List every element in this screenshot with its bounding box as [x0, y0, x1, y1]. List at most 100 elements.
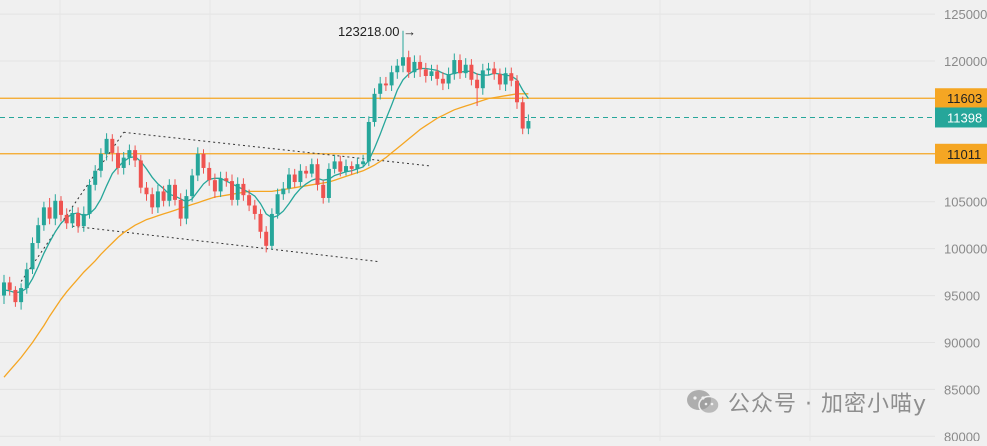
candle-body [178, 199, 183, 219]
price-tag-box [935, 107, 987, 128]
trendline-3 [72, 225, 381, 263]
candle-up [275, 188, 280, 219]
price-tick-label: 95000 [944, 289, 980, 304]
candle-down [469, 59, 474, 86]
candle-body [292, 174, 297, 183]
candle-down [76, 207, 81, 233]
candle-body [281, 188, 286, 195]
candle-body [401, 57, 405, 66]
candle-body [59, 200, 63, 215]
candle-body [298, 170, 303, 183]
candle-body [338, 161, 343, 172]
candle-body [161, 191, 166, 201]
candle-body [332, 161, 337, 169]
price-axis[interactable]: 125000 120000 105000 100000 95000 90000 85000 8… [935, 7, 987, 444]
candle-down [7, 276, 12, 296]
candle-body [440, 78, 445, 84]
candle-down [383, 76, 388, 92]
candle-body [258, 213, 263, 232]
candle-down [116, 146, 120, 175]
candle-body [463, 64, 468, 74]
price-tag-resistance: 11603 [935, 88, 987, 109]
candle-down [321, 180, 326, 204]
candle-up [372, 88, 377, 127]
candle-up [36, 217, 41, 249]
candle-up [269, 208, 274, 250]
candle-up [24, 262, 29, 294]
candle-body [497, 74, 502, 85]
candle-down [64, 208, 69, 229]
candle-up [429, 64, 434, 81]
candle-body [406, 57, 411, 73]
candle-body [19, 288, 24, 303]
candle-up [361, 154, 366, 168]
candle-down [338, 155, 343, 177]
candle-up [463, 58, 468, 78]
candle-down [509, 67, 514, 87]
candles [2, 30, 531, 310]
candle-up [87, 179, 92, 219]
candle-down [230, 174, 234, 206]
candle-up [355, 157, 360, 174]
candle-up [127, 144, 132, 166]
candle-body [235, 183, 240, 200]
candle-up [281, 182, 286, 200]
candle-up [480, 63, 485, 95]
candle-up [326, 163, 331, 203]
candle-body [304, 170, 309, 174]
candle-up [167, 179, 172, 207]
candle-up [395, 59, 400, 79]
candle-up [344, 159, 348, 176]
candle-body [412, 61, 417, 73]
price-tag-label: 11011 [947, 147, 981, 162]
candle-down [161, 185, 166, 207]
candle-body [36, 225, 41, 244]
horizontal-levels [0, 97, 935, 155]
candle-up [155, 184, 160, 213]
candle-down [207, 162, 212, 186]
candle-body [144, 187, 149, 195]
candle-down [144, 182, 149, 201]
candle-body [458, 60, 462, 74]
candle-body [269, 213, 274, 246]
candle-down [492, 61, 497, 80]
candle-body [435, 71, 440, 79]
watermark: 公众号 · 加密小喵y [686, 386, 927, 418]
candle-body [252, 205, 257, 214]
candle-body [321, 184, 326, 198]
candle-body [315, 164, 320, 185]
candle-body [76, 212, 81, 227]
candle-up [452, 53, 457, 80]
candle-down [59, 196, 63, 222]
candle-body [47, 207, 52, 219]
candle-body [13, 289, 18, 303]
candle-body [326, 168, 331, 198]
candle-body [87, 184, 92, 214]
candle-up [332, 154, 337, 174]
candle-up [412, 55, 417, 78]
candle-up [81, 206, 86, 232]
candle-down [133, 145, 138, 168]
candle-down [173, 179, 177, 206]
ma-slow-line [3, 93, 529, 378]
candle-up [401, 30, 405, 73]
candle-up [98, 148, 103, 178]
candle-up [389, 65, 394, 92]
candle-down [252, 199, 257, 220]
candle-down [138, 154, 143, 194]
candle-body [480, 70, 485, 89]
candle-up [30, 237, 35, 274]
candle-body [361, 161, 366, 165]
watermark-text: 公众号 · 加密小喵y [728, 392, 927, 417]
candle-body [212, 180, 217, 192]
candle-down [247, 189, 252, 212]
candle-body [520, 102, 525, 129]
candle-body [378, 83, 383, 94]
candle-body [429, 71, 434, 77]
candle-body [127, 150, 132, 158]
candle-body [167, 184, 172, 201]
candle-up [309, 158, 314, 178]
candle-up [93, 165, 98, 191]
